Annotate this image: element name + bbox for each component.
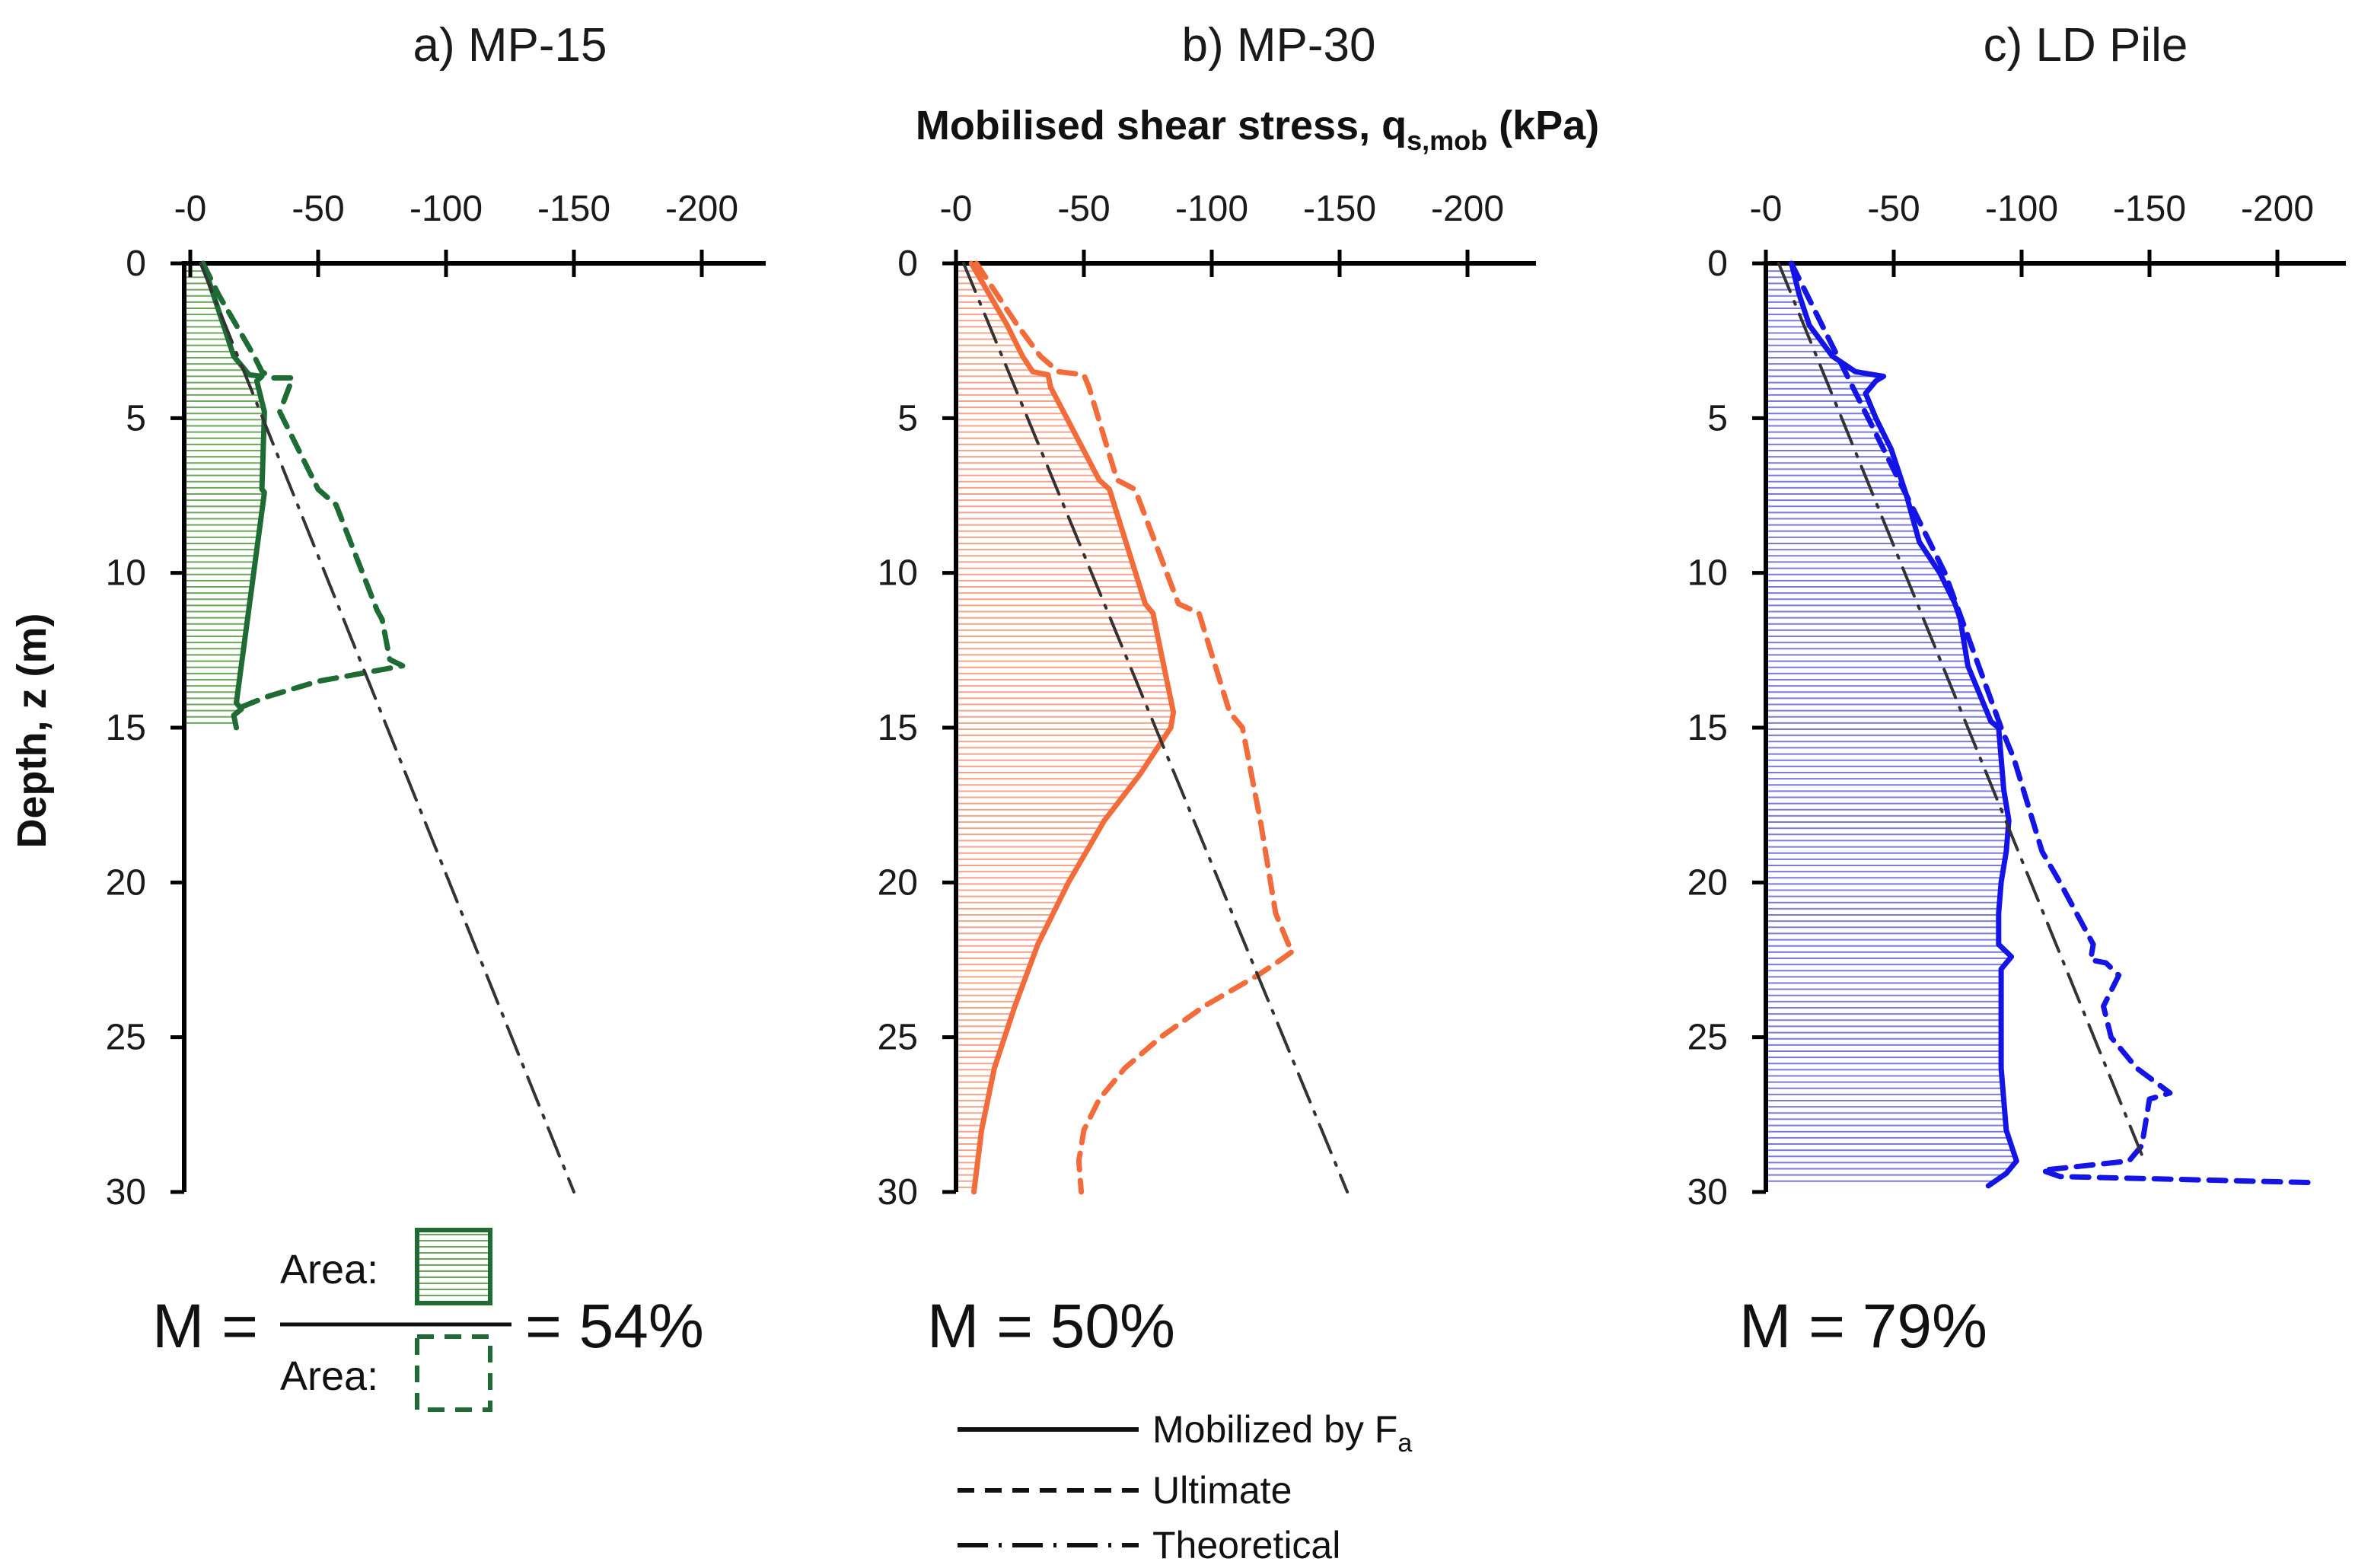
m-value-b: M = 50% bbox=[927, 1292, 1175, 1361]
x-tick-label: -150 bbox=[1303, 189, 1376, 229]
legend-item-ultimate: Ultimate bbox=[958, 1469, 1292, 1512]
swatch-border bbox=[415, 1228, 492, 1305]
legend-label: Theoretical bbox=[1152, 1524, 1340, 1566]
mobilised-area-hatch bbox=[1766, 264, 2016, 1182]
x-axis-title: Mobilised shear stress, qs,mob (kPa) bbox=[916, 103, 1599, 156]
x-axis-title-sub: s,mob bbox=[1407, 125, 1487, 156]
x-tick-label: -50 bbox=[1867, 189, 1920, 229]
m-value-c: M = 79% bbox=[1739, 1292, 1987, 1361]
series-line-dashdot bbox=[1777, 262, 2146, 1163]
x-axis-title-unit: (kPa) bbox=[1487, 103, 1599, 148]
legend-label: Ultimate bbox=[1152, 1469, 1292, 1512]
m-value: = 54% bbox=[525, 1292, 704, 1361]
area-dashed-swatch bbox=[415, 1334, 492, 1412]
x-tick-label: -200 bbox=[665, 189, 738, 229]
m-label: M = bbox=[152, 1292, 258, 1361]
plot-area: -0 -50 -100 -150 -200 0 5 10 15 20 25 30 bbox=[878, 189, 1536, 1213]
legend: Mobilized by Fa Ultimate Theoretical bbox=[958, 1408, 1412, 1566]
plot-area: -0 -50 -100 -150 -200 0 5 10 15 20 25 30 bbox=[106, 189, 766, 1213]
y-tick-label: 25 bbox=[106, 1018, 146, 1058]
series-line-solid bbox=[1789, 260, 2019, 1189]
x-tick-label: -150 bbox=[2113, 189, 2186, 229]
series-line-dashed bbox=[1789, 260, 2318, 1186]
x-tick-label: -100 bbox=[1985, 189, 2058, 229]
area-denominator-label: Area: bbox=[280, 1353, 378, 1399]
series-line-dashdot bbox=[199, 262, 575, 1194]
y-tick-label: 5 bbox=[1707, 398, 1728, 438]
y-tick-label: 20 bbox=[106, 862, 146, 903]
x-tick-label: -0 bbox=[940, 189, 973, 229]
legend-label-sub: a bbox=[1397, 1429, 1412, 1458]
panel-mp15: a) MP-15 -0 -50 -100 -150 -200 0 5 10 15 20 25 30 bbox=[106, 19, 766, 1213]
panel-ld-pile: c) LD Pile -0 -50 -100 -150 -200 0 5 10 15 20 25 30 bbox=[1687, 19, 2346, 1213]
x-axis-title-main: Mobilised shear stress, q bbox=[916, 103, 1407, 148]
y-tick-label: 25 bbox=[1687, 1018, 1728, 1058]
x-tick-label: -0 bbox=[1750, 189, 1783, 229]
legend-label-main: Mobilized by F bbox=[1152, 1408, 1397, 1451]
plot-area: -0 -50 -100 -150 -200 0 5 10 15 20 25 30 bbox=[1687, 189, 2346, 1213]
legend-item-theoretical: Theoretical bbox=[958, 1524, 1340, 1566]
y-tick-label: 15 bbox=[1687, 708, 1728, 748]
y-tick-label: 30 bbox=[878, 1172, 918, 1213]
x-tick-label: -50 bbox=[1057, 189, 1110, 229]
y-tick-label: 10 bbox=[878, 553, 918, 594]
series-line-dashed bbox=[974, 260, 1296, 1195]
y-tick-label: 5 bbox=[897, 398, 918, 438]
x-tick-label: -200 bbox=[2241, 189, 2314, 229]
area-filled-swatch bbox=[415, 1228, 492, 1305]
series-line-dashed bbox=[200, 260, 406, 712]
area-numerator-label: Area: bbox=[280, 1247, 378, 1292]
y-tick-label: 25 bbox=[878, 1018, 918, 1058]
series-line-solid bbox=[968, 260, 1177, 1195]
y-tick-label: 30 bbox=[106, 1172, 146, 1213]
panel-title: a) MP-15 bbox=[413, 19, 607, 72]
mobilised-area-hatch bbox=[184, 264, 265, 724]
x-tick-label: -100 bbox=[1175, 189, 1248, 229]
x-tick-label: -200 bbox=[1431, 189, 1504, 229]
x-tick-label: -100 bbox=[409, 189, 483, 229]
panel-title: b) MP-30 bbox=[1182, 19, 1376, 72]
x-tick-label: -0 bbox=[174, 189, 207, 229]
x-tick-label: -50 bbox=[292, 189, 344, 229]
mobilised-area-hatch bbox=[956, 264, 1174, 1188]
y-tick-label: 0 bbox=[897, 244, 918, 284]
y-tick-label: 20 bbox=[878, 862, 918, 903]
y-tick-label: 30 bbox=[1687, 1172, 1728, 1213]
x-tick-label: -150 bbox=[537, 189, 610, 229]
y-tick-label: 0 bbox=[1707, 244, 1728, 284]
y-tick-label: 20 bbox=[1687, 862, 1728, 903]
mobilisation-annotation-a: M = Area: Area: = 54% bbox=[152, 1228, 704, 1412]
legend-item-mobilized: Mobilized by Fa bbox=[958, 1408, 1412, 1458]
y-tick-label: 10 bbox=[106, 553, 146, 594]
panel-title: c) LD Pile bbox=[1984, 19, 2188, 72]
y-tick-label: 15 bbox=[106, 708, 146, 748]
series-line-dashdot bbox=[962, 262, 1350, 1194]
y-tick-label: 15 bbox=[878, 708, 918, 748]
legend-label: Mobilized by Fa bbox=[1152, 1408, 1412, 1458]
y-tick-label: 5 bbox=[126, 398, 146, 438]
panel-mp30: b) MP-30 -0 -50 -100 -150 -200 0 5 10 15 20 25 30 bbox=[878, 19, 1536, 1213]
y-axis-title: Depth, z (m) bbox=[9, 613, 55, 849]
y-tick-label: 10 bbox=[1687, 553, 1728, 594]
y-tick-label: 0 bbox=[126, 244, 146, 284]
